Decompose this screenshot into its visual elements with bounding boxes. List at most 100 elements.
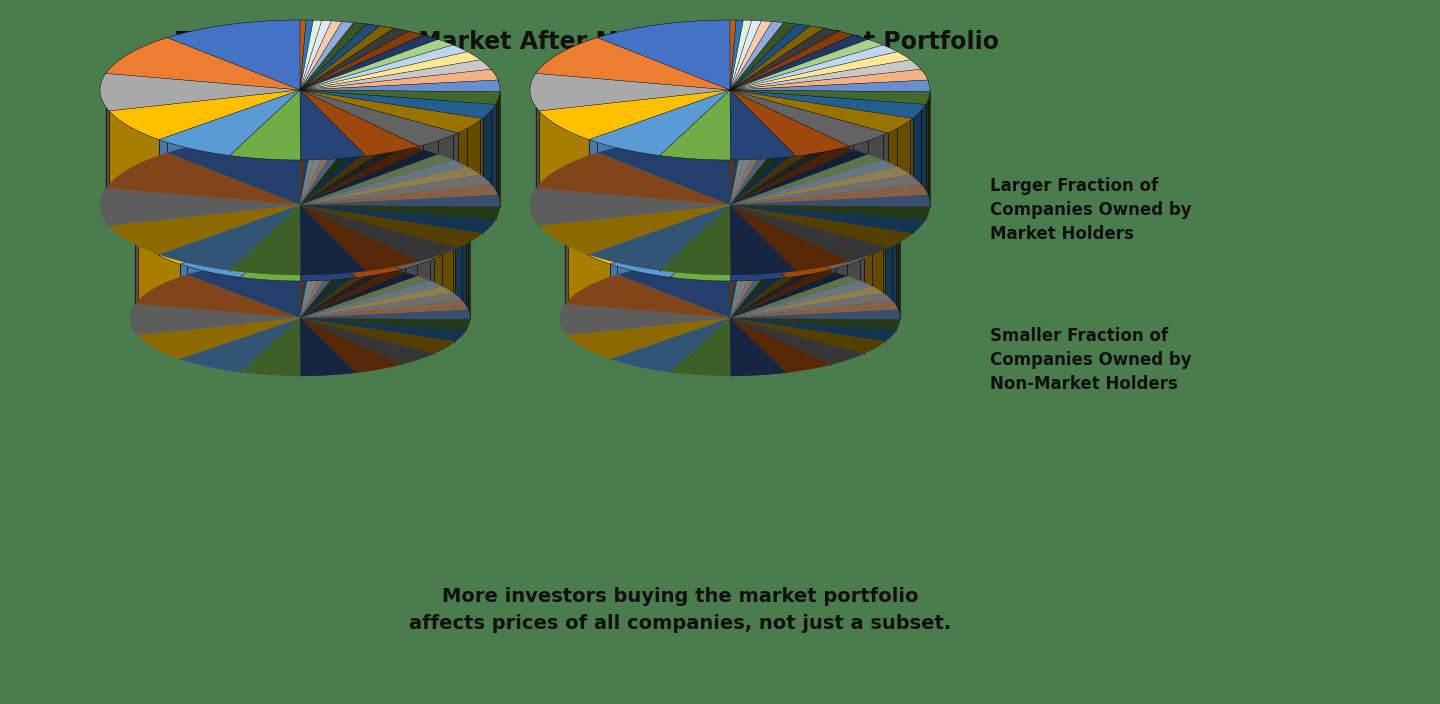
Polygon shape [300,165,336,223]
Polygon shape [300,28,409,90]
Polygon shape [300,223,467,246]
Polygon shape [660,205,730,275]
Polygon shape [730,260,749,318]
Polygon shape [300,175,405,223]
Polygon shape [300,35,438,90]
Polygon shape [730,165,742,223]
Polygon shape [300,276,431,318]
Polygon shape [730,281,873,318]
Polygon shape [99,189,300,226]
Polygon shape [300,195,500,207]
Polygon shape [300,261,346,318]
Polygon shape [730,139,809,205]
Polygon shape [300,172,392,223]
Polygon shape [167,20,300,153]
Polygon shape [240,277,301,376]
Polygon shape [589,139,660,270]
Polygon shape [229,90,301,160]
Polygon shape [730,186,873,223]
Polygon shape [730,293,893,318]
Polygon shape [356,270,402,372]
Polygon shape [598,135,730,205]
Polygon shape [560,304,730,335]
Polygon shape [300,318,402,372]
Polygon shape [300,20,331,90]
Polygon shape [730,270,835,318]
Polygon shape [860,186,873,287]
Polygon shape [530,73,730,111]
Polygon shape [300,60,491,90]
Polygon shape [135,275,300,318]
Polygon shape [730,205,796,275]
Polygon shape [756,165,766,261]
Polygon shape [300,135,331,205]
Polygon shape [135,180,187,304]
Polygon shape [730,45,897,90]
Polygon shape [300,137,366,205]
Polygon shape [730,175,835,223]
Polygon shape [730,206,899,223]
Polygon shape [431,186,442,287]
Polygon shape [300,181,431,223]
Polygon shape [730,154,883,205]
Polygon shape [300,262,357,318]
Polygon shape [138,240,180,359]
Polygon shape [300,150,438,205]
Polygon shape [435,246,455,353]
Polygon shape [730,287,883,318]
Polygon shape [868,39,883,160]
Polygon shape [660,156,730,275]
Polygon shape [886,235,896,341]
Polygon shape [730,166,776,223]
Polygon shape [491,69,498,195]
Polygon shape [838,31,854,150]
Polygon shape [922,69,927,195]
Polygon shape [564,180,730,223]
Polygon shape [730,90,926,118]
Polygon shape [300,205,495,234]
Polygon shape [730,90,850,156]
Polygon shape [180,264,240,372]
Polygon shape [300,26,395,90]
Text: More investors buying the market portfolio
affects prices of all companies, not : More investors buying the market portfol… [409,587,952,633]
Polygon shape [468,215,469,320]
Polygon shape [670,223,730,281]
Polygon shape [730,150,868,205]
Polygon shape [926,92,930,220]
Polygon shape [611,264,670,372]
Polygon shape [730,223,786,281]
Polygon shape [530,189,730,226]
Polygon shape [730,146,854,205]
Polygon shape [300,90,458,146]
Polygon shape [730,20,736,90]
Text: Smaller Fraction of
Companies Owned by
Non-Market Holders: Smaller Fraction of Companies Owned by N… [991,327,1192,393]
Polygon shape [366,24,380,141]
Polygon shape [158,139,229,270]
Polygon shape [783,23,796,139]
Polygon shape [321,20,331,136]
Polygon shape [300,205,419,271]
Polygon shape [539,205,730,255]
Polygon shape [910,60,922,184]
Polygon shape [99,73,109,226]
Polygon shape [730,318,896,341]
Polygon shape [300,135,314,205]
Polygon shape [539,111,589,255]
Polygon shape [730,167,910,205]
Polygon shape [300,24,380,90]
Polygon shape [730,262,786,318]
Polygon shape [730,24,809,90]
Polygon shape [300,154,454,205]
Polygon shape [300,223,356,281]
Polygon shape [300,146,423,205]
Polygon shape [730,318,831,372]
Polygon shape [300,186,442,223]
Polygon shape [560,209,567,335]
Polygon shape [300,272,418,318]
Polygon shape [730,90,888,146]
Polygon shape [300,293,462,318]
Polygon shape [442,191,454,293]
Polygon shape [536,37,730,90]
Polygon shape [598,20,730,153]
Polygon shape [405,177,418,276]
